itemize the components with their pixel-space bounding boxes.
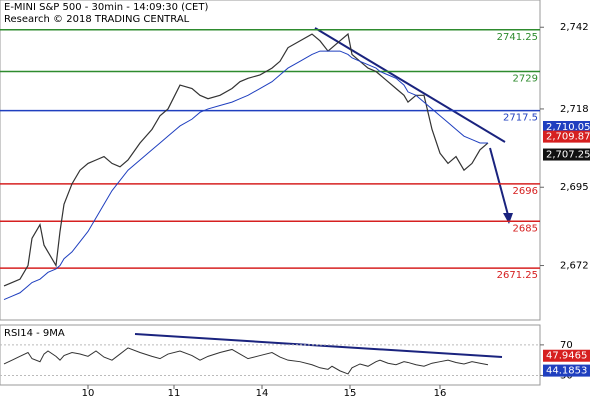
x-tick-label: 14 (256, 388, 269, 399)
arrow (489, 147, 509, 216)
trend-line (314, 27, 506, 143)
rsi-tick-label: 70 (560, 340, 573, 351)
arrow-head (503, 213, 513, 224)
chart-title: E-MINI S&P 500 - 30min - 14:09:30 (CET) (4, 2, 208, 13)
rsi-marker-label: 47.9465 (546, 351, 587, 362)
level-label: 2717.5 (503, 113, 538, 124)
rsi-trend-line (134, 333, 503, 358)
y-tick-label: 2,742 (560, 22, 589, 33)
price-marker (543, 121, 590, 133)
price-marker-label: 2,710.05 (546, 122, 590, 133)
level-label: 2741.25 (497, 32, 538, 43)
price-marker-label: 2,707.25 (546, 150, 590, 161)
series-line (3, 50, 488, 301)
x-tick-label: 10 (82, 388, 95, 399)
rsi-marker-label: 44.1853 (546, 366, 587, 377)
level-label: 2685 (513, 223, 538, 234)
x-tick-label: 16 (434, 388, 447, 399)
price-marker (543, 130, 590, 143)
price-marker-label: 2,709.87 (546, 132, 590, 143)
y-tick-label: 2,718 (560, 104, 589, 115)
level-label: 2671.25 (497, 270, 538, 281)
y-tick-label: 2,672 (560, 261, 589, 272)
price-marker (543, 148, 590, 161)
level-label: 2729 (513, 73, 538, 84)
x-tick-label: 11 (168, 388, 181, 399)
rsi-line (3, 347, 489, 375)
y-tick-label: 2,695 (560, 182, 589, 193)
rsi-title: RSI14 - 9MA (4, 328, 65, 339)
chart-subtitle: Research © 2018 TRADING CENTRAL (4, 14, 190, 25)
x-tick-label: 15 (344, 388, 357, 399)
price-panel (0, 0, 541, 321)
rsi-marker (543, 349, 590, 362)
level-label: 2696 (513, 186, 538, 197)
series-line (3, 32, 489, 287)
rsi-marker (543, 364, 590, 377)
